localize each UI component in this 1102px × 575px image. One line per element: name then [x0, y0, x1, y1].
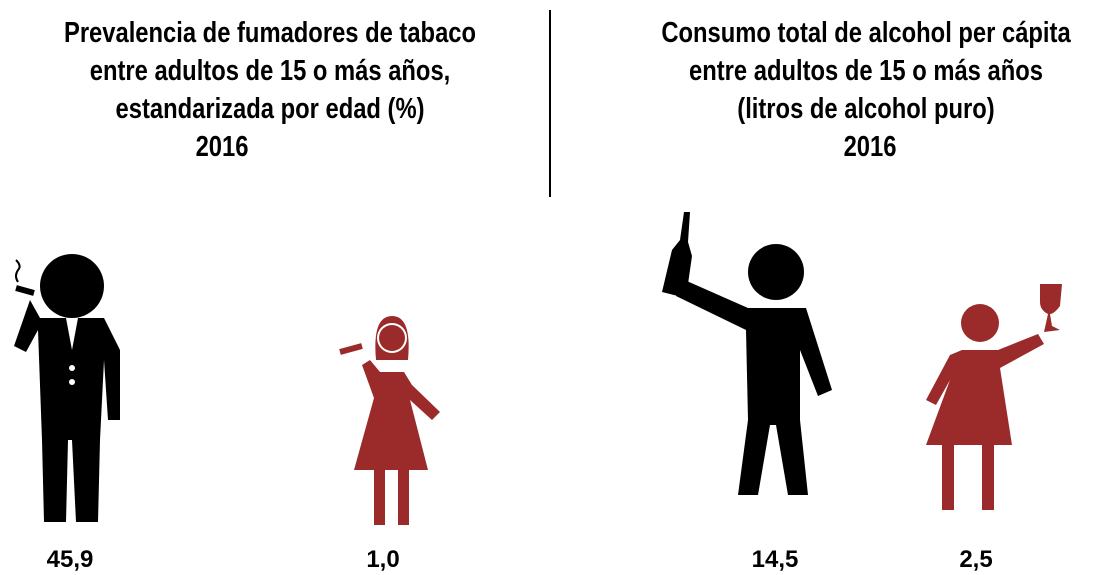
title-line: entre adultos de 15 o más años, — [90, 54, 451, 87]
title-line: entre adultos de 15 o más años — [689, 54, 1043, 87]
title-line: estandarizada por edad (%) — [116, 92, 425, 125]
right-title: Consumo total de alcohol per cápita entr… — [661, 16, 1071, 125]
man-smoking-icon — [14, 254, 120, 522]
title-line: Consumo total de alcohol per cápita — [661, 16, 1071, 49]
man-drinking-icon — [662, 212, 832, 495]
value-label: 45,9 — [47, 546, 94, 573]
year: 2016 — [196, 130, 249, 163]
left-title: Prevalencia de fumadores de tabaco entre… — [64, 16, 476, 125]
woman-smoking-icon — [339, 316, 440, 525]
value-label: 1,0 — [366, 546, 399, 573]
left-year: 2016 — [196, 130, 249, 163]
value-label: 2,5 — [959, 546, 992, 573]
woman-drinking-icon — [926, 284, 1062, 510]
year: 2016 — [844, 130, 897, 163]
right-year: 2016 — [844, 130, 897, 163]
value-label: 14,5 — [752, 546, 799, 573]
title-line: Prevalencia de fumadores de tabaco — [64, 16, 476, 49]
title-line: (litros de alcohol puro) — [737, 92, 994, 125]
